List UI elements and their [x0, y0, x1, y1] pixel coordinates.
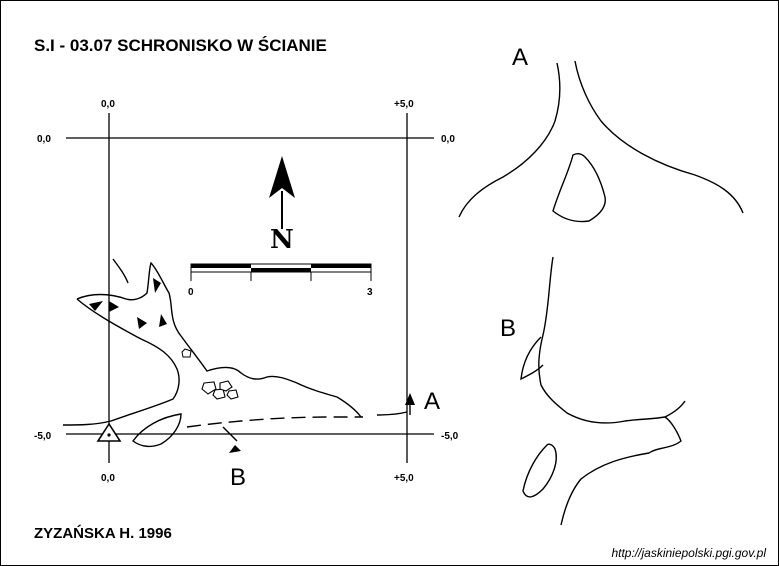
slope-arrow-icon — [159, 314, 167, 327]
rubble-icon — [181, 348, 192, 358]
grid-label-right-top: 0,0 — [441, 134, 455, 145]
grid-label-right-bottom: -5,0 — [441, 431, 459, 442]
rubble-icon — [219, 380, 233, 392]
rubble-icon — [226, 389, 239, 400]
north-arrow-icon — [269, 156, 295, 229]
north-label: N — [270, 225, 294, 255]
survey-station-icon — [96, 422, 122, 442]
grid-label-left-bottom: -5,0 — [34, 431, 52, 442]
grid-label-bottom-left: 0,0 — [101, 473, 115, 484]
scale-start-label: 0 — [188, 287, 194, 298]
section-a-title: A — [512, 44, 528, 71]
section-a-wall-left — [458, 62, 561, 218]
author-credit: ZYZAŃSKA H. 1996 — [34, 525, 172, 542]
section-a-wall-right — [574, 60, 744, 214]
source-url: http://jaskiniepolski.pgi.gov.pl — [611, 546, 766, 560]
cave-plan — [62, 258, 411, 448]
slope-arrow-icon — [109, 301, 119, 312]
cross-section-b — [520, 256, 686, 526]
slope-arrow-icon — [137, 317, 147, 329]
cross-section-a — [458, 60, 744, 223]
section-b-title: B — [500, 315, 516, 342]
cave-symbols — [89, 278, 415, 453]
grid-label-bottom-right: +5,0 — [394, 473, 414, 484]
map-title: S.I - 03.07 SCHRONISKO W ŚCIANIE — [34, 36, 327, 55]
grid-label-top-right: +5,0 — [394, 99, 414, 110]
scale-end-label: 3 — [367, 287, 373, 298]
scale-bar — [190, 263, 372, 281]
section-a-boulder — [552, 152, 606, 223]
grid-label-top-left: 0,0 — [101, 99, 115, 110]
slope-arrow-icon — [153, 278, 161, 293]
cave-wall-fragment-right — [376, 411, 408, 416]
section-arrow-icon — [405, 393, 415, 405]
section-b-ledge — [520, 336, 544, 381]
rock-boulder — [132, 413, 182, 448]
section-arrow-icon — [229, 445, 241, 453]
cave-wall-upper — [76, 261, 362, 418]
drip-line — [186, 416, 363, 428]
section-b-mark — [222, 426, 238, 442]
survey-station-dot — [107, 433, 111, 437]
cave-wall-lower — [62, 298, 180, 426]
grid-label-left-top: 0,0 — [37, 134, 51, 145]
section-a-label: A — [424, 388, 440, 415]
section-b-fragment — [664, 400, 686, 418]
cave-wall-fragment — [112, 258, 129, 284]
section-b-wall — [538, 256, 682, 526]
section-b-label: B — [230, 464, 246, 491]
slope-arrow-icon — [89, 301, 103, 311]
rubble-icon — [201, 381, 217, 395]
section-b-boulder — [522, 443, 557, 498]
coordinate-grid — [66, 113, 434, 463]
